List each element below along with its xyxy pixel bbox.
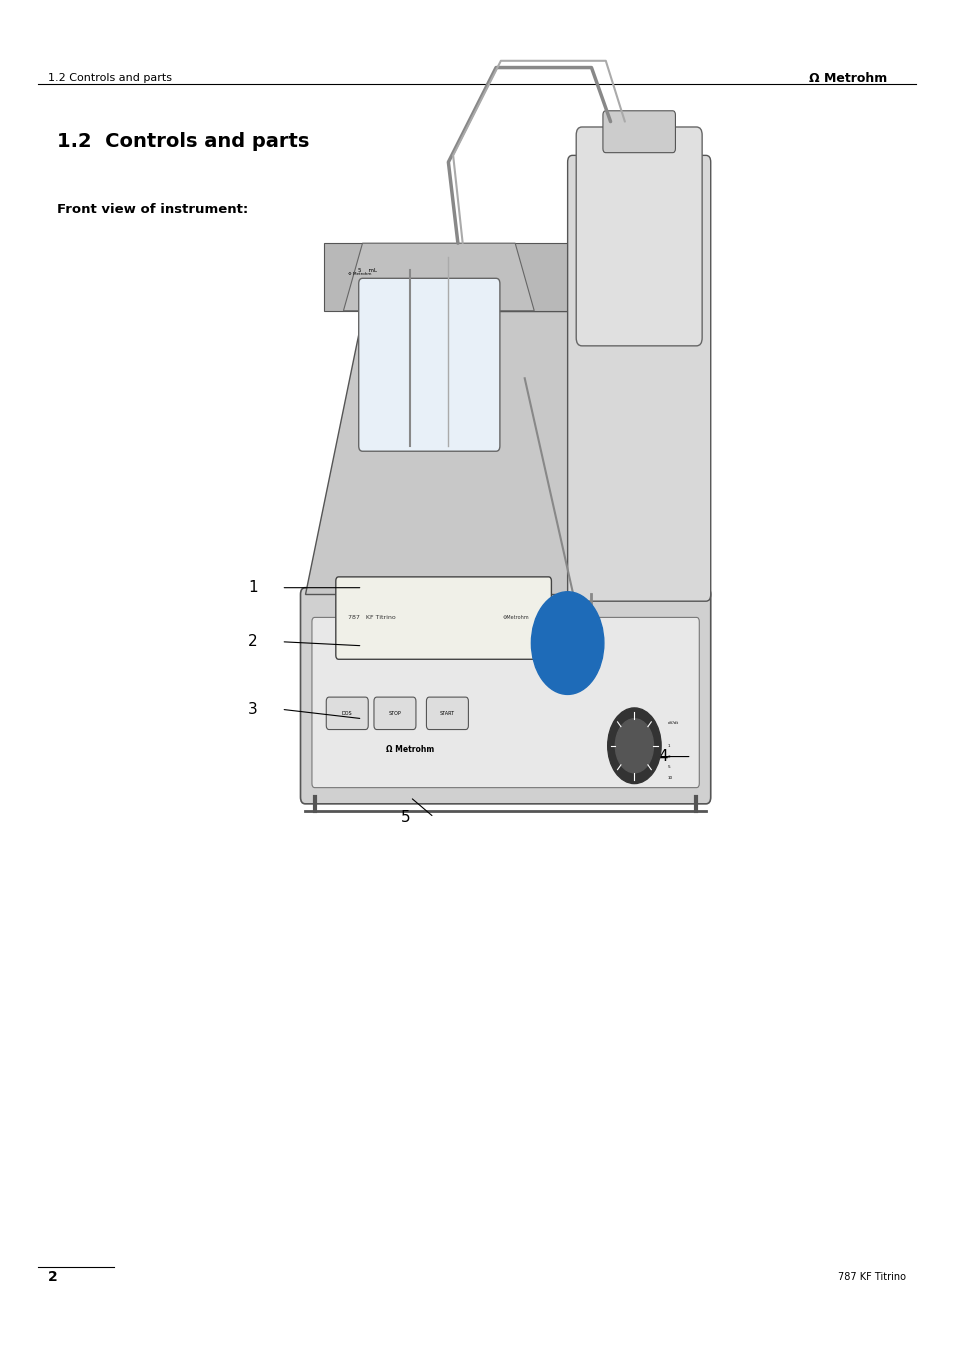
FancyBboxPatch shape: [576, 127, 701, 346]
Text: 787 KF Titrino: 787 KF Titrino: [838, 1271, 905, 1282]
Circle shape: [531, 592, 603, 694]
Text: STOP: STOP: [388, 711, 401, 716]
Text: 2: 2: [667, 755, 670, 758]
Polygon shape: [324, 243, 591, 311]
Text: 1: 1: [248, 580, 257, 596]
Text: 1.2 Controls and parts: 1.2 Controls and parts: [48, 73, 172, 84]
FancyBboxPatch shape: [300, 588, 710, 804]
Text: DOS: DOS: [341, 711, 353, 716]
Text: 1: 1: [667, 744, 670, 747]
Text: 5: 5: [667, 766, 670, 769]
FancyBboxPatch shape: [326, 697, 368, 730]
Circle shape: [607, 708, 660, 784]
Circle shape: [615, 719, 653, 773]
FancyBboxPatch shape: [358, 278, 499, 451]
Text: dV/dt: dV/dt: [667, 721, 679, 724]
Text: ⚙Metrohm: ⚙Metrohm: [502, 615, 529, 620]
Text: 10: 10: [667, 777, 672, 780]
Text: 4: 4: [658, 748, 667, 765]
Text: 2: 2: [248, 634, 257, 650]
FancyBboxPatch shape: [602, 111, 675, 153]
Text: 2: 2: [48, 1270, 57, 1283]
Polygon shape: [343, 243, 534, 311]
Text: 3: 3: [248, 701, 257, 717]
FancyBboxPatch shape: [567, 155, 710, 601]
Text: Ω Metrohm: Ω Metrohm: [386, 746, 434, 754]
Text: 5    mL: 5 mL: [357, 267, 376, 273]
Text: ⚙ Metrohm: ⚙ Metrohm: [348, 273, 372, 276]
Text: 787   KF Titrino: 787 KF Titrino: [348, 615, 395, 620]
FancyBboxPatch shape: [426, 697, 468, 730]
FancyBboxPatch shape: [335, 577, 551, 659]
Text: START: START: [439, 711, 455, 716]
Text: 5: 5: [400, 809, 410, 825]
FancyBboxPatch shape: [374, 697, 416, 730]
FancyBboxPatch shape: [312, 617, 699, 788]
Text: 1.2  Controls and parts: 1.2 Controls and parts: [57, 132, 310, 151]
Text: Ω Metrohm: Ω Metrohm: [808, 72, 886, 85]
Polygon shape: [305, 311, 705, 594]
Text: Front view of instrument:: Front view of instrument:: [57, 203, 248, 216]
